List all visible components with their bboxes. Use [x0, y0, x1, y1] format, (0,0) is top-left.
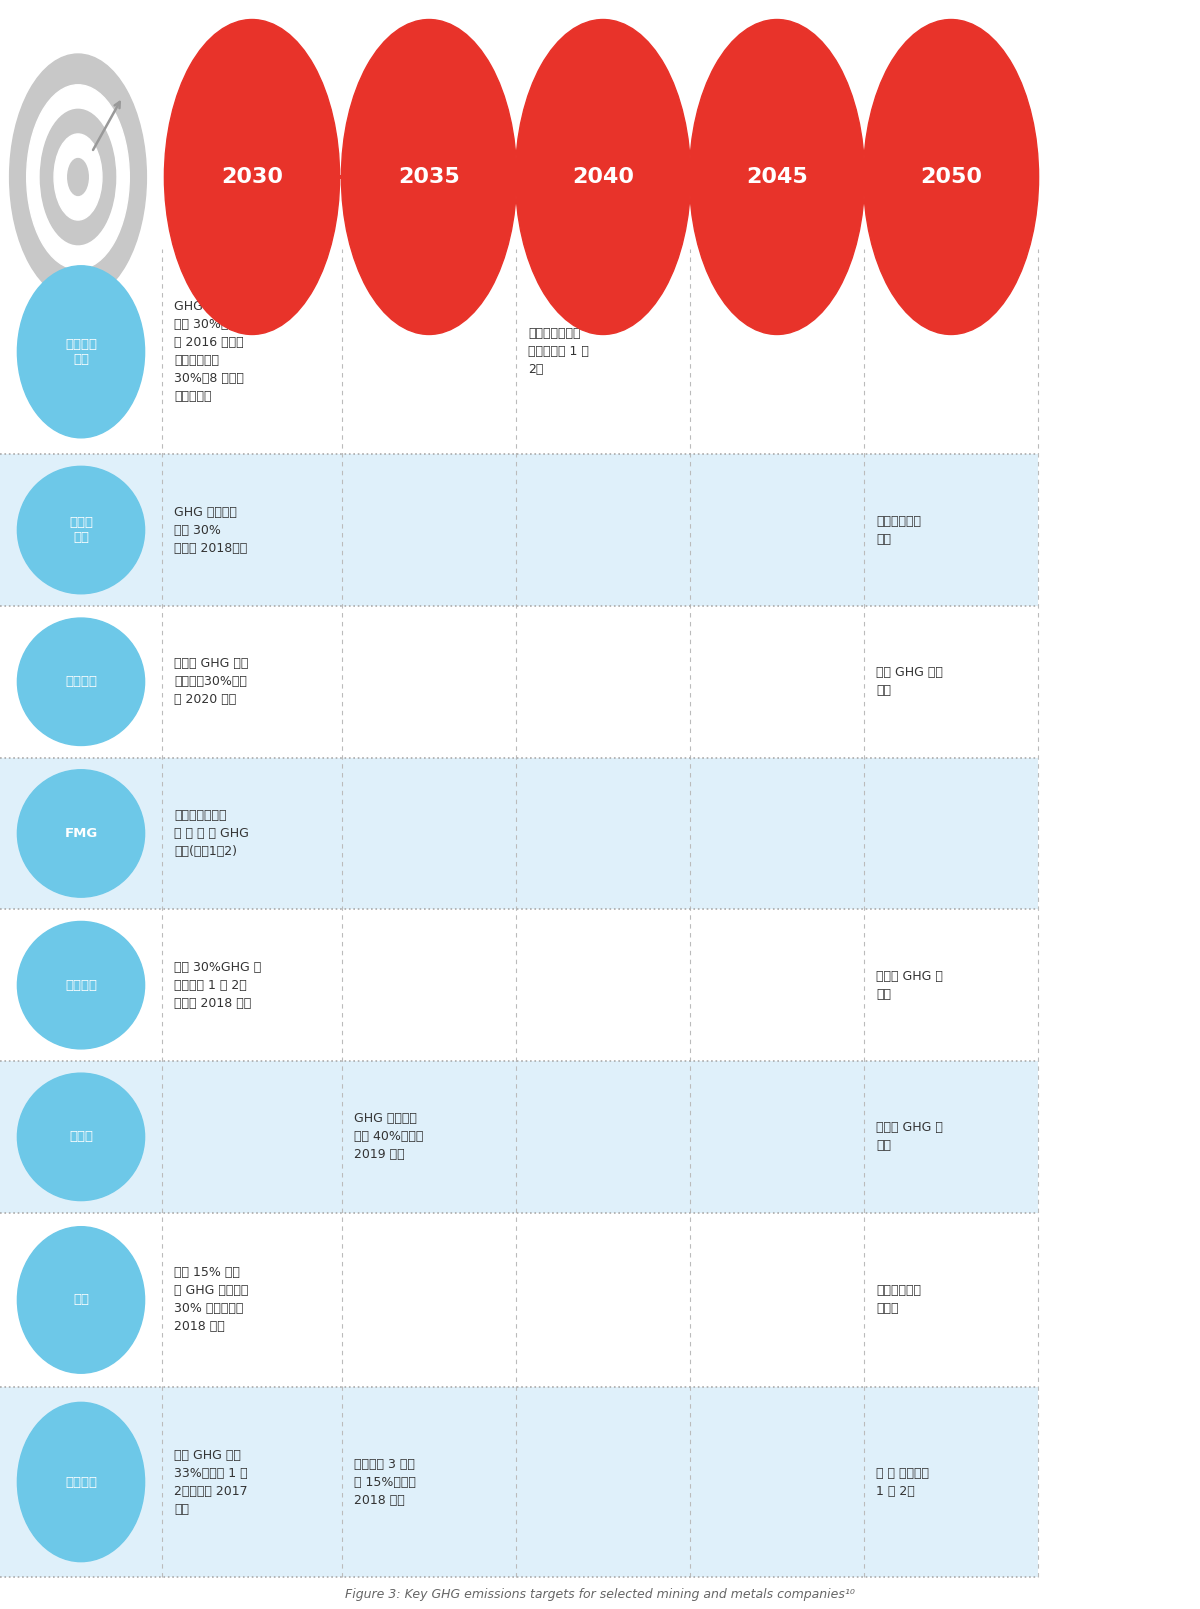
Text: Figure 3: Key GHG emissions targets for selected mining and metals companies¹⁰: Figure 3: Key GHG emissions targets for …: [346, 1588, 854, 1601]
Text: 净零温室气体
排放量: 净零温室气体 排放量: [876, 1284, 922, 1316]
Ellipse shape: [67, 159, 89, 195]
Text: 减少 30%GHG 排
放（范围 1 和 2）
（对比 2018 年）: 减少 30%GHG 排 放（范围 1 和 2） （对比 2018 年）: [174, 961, 262, 1010]
Ellipse shape: [341, 19, 517, 335]
Text: 减少范围 3 排放
量 15%（对比
2018 年）: 减少范围 3 排放 量 15%（对比 2018 年）: [354, 1458, 416, 1506]
Text: 2050: 2050: [920, 167, 982, 187]
Text: 淡水河谷: 淡水河谷: [65, 1475, 97, 1488]
Ellipse shape: [17, 265, 145, 438]
Ellipse shape: [17, 922, 145, 1049]
Text: 纽蒙特: 纽蒙特: [70, 1131, 94, 1144]
Text: 净零总 GHG 排
放量: 净零总 GHG 排 放量: [876, 970, 943, 1001]
Ellipse shape: [10, 55, 146, 299]
Text: GHG 排放至少
减少 30%（对
比 2016 年），
能源效率提高
30%，8 个运营
实体碳中和: GHG 排放至少 减少 30%（对 比 2016 年）， 能源效率提高 30%，…: [174, 301, 244, 404]
Bar: [0, 909, 1038, 1060]
Ellipse shape: [17, 1073, 145, 1200]
Bar: [0, 758, 1038, 909]
Text: 碳 中 和（范围
1 和 2）: 碳 中 和（范围 1 和 2）: [876, 1466, 929, 1498]
Text: 减少 15% 的绝
对 GHG 排放量和
30% 强度（对比
2018 年）: 减少 15% 的绝 对 GHG 排放量和 30% 强度（对比 2018 年）: [174, 1266, 248, 1334]
Ellipse shape: [17, 618, 145, 745]
Ellipse shape: [864, 19, 1038, 335]
Bar: [0, 249, 1038, 454]
Ellipse shape: [26, 85, 130, 269]
Text: 格伦科尔: 格伦科尔: [65, 978, 97, 991]
Text: 运营中 GHG 排放
至少减少30%（对
比 2020 年）: 运营中 GHG 排放 至少减少30%（对 比 2020 年）: [174, 656, 248, 706]
Text: 必和必拓: 必和必拓: [65, 676, 97, 689]
Ellipse shape: [17, 1226, 145, 1372]
Text: 运营 GHG 零净
排放: 运营 GHG 零净 排放: [876, 666, 943, 697]
Text: 巴里克
黄金: 巴里克 黄金: [70, 516, 94, 544]
Text: 运营活动实现碳
中和（范围 1 和
2）: 运营活动实现碳 中和（范围 1 和 2）: [528, 327, 589, 377]
Ellipse shape: [17, 769, 145, 898]
Text: 2030: 2030: [221, 167, 283, 187]
Bar: [0, 1387, 1038, 1577]
Text: 英美资源
集团: 英美资源 集团: [65, 338, 97, 365]
Ellipse shape: [17, 1403, 145, 1562]
Ellipse shape: [515, 19, 691, 335]
Text: 温室气体零净
排放: 温室气体零净 排放: [876, 515, 922, 545]
Ellipse shape: [54, 134, 102, 220]
Text: 现有和未来运营
实 现 净 零 GHG
排放(范围1和2): 现有和未来运营 实 现 净 零 GHG 排放(范围1和2): [174, 809, 248, 858]
Text: GHG 排放至少
减少 40%（对比
2019 年）: GHG 排放至少 减少 40%（对比 2019 年）: [354, 1112, 424, 1162]
Bar: [0, 1213, 1038, 1387]
Ellipse shape: [17, 467, 145, 594]
Text: FMG: FMG: [65, 827, 97, 840]
Text: 力拓: 力拓: [73, 1294, 89, 1307]
Ellipse shape: [164, 19, 340, 335]
Ellipse shape: [41, 109, 115, 245]
Text: GHG 排放至少
减少 30%
（对比 2018年）: GHG 排放至少 减少 30% （对比 2018年）: [174, 505, 247, 555]
Text: 减少 GHG 排放
33%（范围 1 和
2）（对比 2017
年）: 减少 GHG 排放 33%（范围 1 和 2）（对比 2017 年）: [174, 1448, 247, 1516]
Bar: [0, 1060, 1038, 1213]
Bar: [0, 607, 1038, 758]
Text: 2040: 2040: [572, 167, 634, 187]
Text: 2045: 2045: [746, 167, 808, 187]
Text: 净零总 GHG 排
放量: 净零总 GHG 排 放量: [876, 1121, 943, 1152]
Text: 2035: 2035: [398, 167, 460, 187]
Bar: [0, 454, 1038, 607]
Ellipse shape: [689, 19, 864, 335]
